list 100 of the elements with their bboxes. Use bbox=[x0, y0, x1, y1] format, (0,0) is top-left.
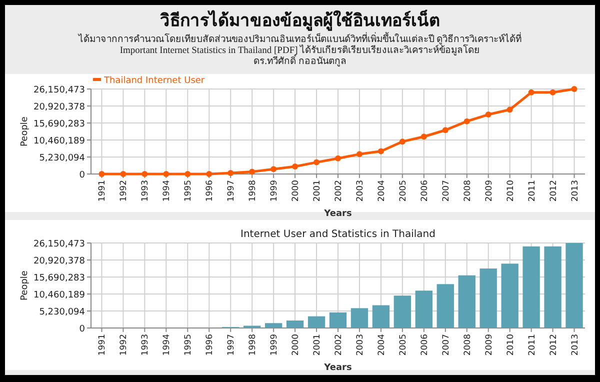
y-tick-label: 15,690,283 bbox=[33, 120, 85, 130]
bar bbox=[522, 246, 540, 328]
x-tick-label: 1992 bbox=[119, 180, 130, 202]
point bbox=[120, 171, 126, 177]
y-tick-label: 0 bbox=[79, 170, 86, 180]
point bbox=[550, 89, 556, 96]
x-tick-label: 1992 bbox=[119, 334, 130, 356]
x-tick-label: 1991 bbox=[98, 180, 108, 202]
point bbox=[292, 164, 298, 170]
point bbox=[270, 166, 277, 172]
bar bbox=[458, 275, 476, 328]
x-tick-label: 2006 bbox=[420, 334, 430, 356]
point bbox=[98, 171, 105, 177]
bar bbox=[308, 316, 326, 328]
x-tick-label: 1996 bbox=[205, 180, 216, 202]
x-tick-label: 2007 bbox=[441, 180, 452, 202]
x-tick-label: 1998 bbox=[248, 180, 258, 202]
point bbox=[399, 138, 406, 145]
point bbox=[506, 106, 513, 113]
x-tick-label: 2008 bbox=[462, 180, 473, 202]
point bbox=[163, 171, 170, 177]
x-tick-label: 1991 bbox=[98, 334, 108, 356]
point bbox=[249, 168, 256, 175]
y-tick-label: 26,150,473 bbox=[33, 86, 85, 96]
x-tick-label: 1994 bbox=[162, 334, 172, 356]
point bbox=[184, 171, 191, 177]
x-tick-label: 2013 bbox=[570, 334, 580, 356]
chart-subtitle: ได้มาจากการคำนวณโดยเทียบสัดส่วนของปริมาณอินเทอร์เน็ตแบนด์วิทที่เพิ่มขึ้นในแต่ละปี ดูวิธีการวิเคราะห์ได้ที่ Important Internet Statistics in Thailand [PDF] ได้รับเกียรติเรียบเรียงและวิเคราะห์ข้อมูลโดย ดร.ทวีศักดิ์ กออนันตกูล bbox=[77, 32, 522, 67]
x-tick-label: 1993 bbox=[140, 334, 151, 356]
x-tick-label: 1999 bbox=[270, 334, 280, 356]
y-axis-title: People bbox=[20, 270, 30, 300]
x-tick-label: 2006 bbox=[420, 180, 430, 202]
point bbox=[228, 170, 234, 176]
x-tick-label: 1999 bbox=[270, 180, 280, 202]
bar bbox=[501, 264, 518, 328]
y-tick-label: 26,150,473 bbox=[33, 240, 85, 250]
bar bbox=[264, 323, 282, 328]
x-tick-label: 2000 bbox=[291, 180, 302, 202]
bar bbox=[544, 246, 562, 328]
y-tick-label: 5,230,094 bbox=[39, 154, 86, 164]
x-tick-label: 2005 bbox=[398, 334, 408, 356]
x-axis-title: Years bbox=[323, 209, 352, 219]
bar bbox=[329, 312, 347, 328]
point bbox=[528, 89, 534, 96]
chart-title: Internet User and Statistics in Thailand bbox=[240, 229, 436, 240]
x-tick-label: 2008 bbox=[462, 334, 473, 356]
x-tick-label: 2010 bbox=[506, 180, 516, 202]
point bbox=[571, 86, 578, 92]
point bbox=[335, 155, 341, 162]
point bbox=[356, 151, 362, 158]
y-tick-label: 15,690,283 bbox=[33, 274, 85, 284]
point bbox=[420, 134, 427, 140]
point bbox=[378, 148, 384, 154]
legend-label: Thailand Internet User bbox=[103, 76, 205, 86]
x-tick-label: 2011 bbox=[527, 180, 538, 202]
y-tick-label: 5,230,094 bbox=[39, 308, 86, 318]
x-tick-label: 1997 bbox=[226, 334, 237, 356]
y-axis-title: People bbox=[20, 116, 30, 146]
x-tick-label: 2002 bbox=[334, 180, 344, 202]
x-tick-label: 2012 bbox=[548, 334, 559, 356]
x-tick-label: 1995 bbox=[184, 334, 194, 356]
x-tick-label: 2011 bbox=[527, 334, 538, 356]
bar bbox=[372, 305, 390, 328]
x-tick-label: 2012 bbox=[548, 180, 559, 202]
x-tick-label: 2003 bbox=[355, 180, 366, 202]
y-tick-label: 10,460,189 bbox=[33, 290, 86, 300]
x-tick-label: 2004 bbox=[376, 334, 387, 356]
x-tick-label: 1993 bbox=[140, 180, 151, 202]
bar bbox=[566, 243, 583, 328]
x-tick-label: 2009 bbox=[484, 334, 494, 356]
x-tick-label: 2009 bbox=[484, 180, 494, 202]
x-tick-label: 2005 bbox=[398, 180, 408, 202]
point bbox=[464, 118, 470, 124]
bar bbox=[286, 320, 304, 328]
point bbox=[485, 112, 492, 118]
point bbox=[206, 171, 212, 177]
x-axis-title: Years bbox=[323, 363, 352, 373]
x-tick-label: 1996 bbox=[205, 334, 216, 356]
point bbox=[442, 127, 448, 134]
y-tick-label: 10,460,189 bbox=[33, 136, 86, 146]
chart-title: วิธีการได้มาของข้อมูลผู้ใช้อินเทอร์เน็ต bbox=[160, 8, 440, 32]
x-tick-label: 2001 bbox=[312, 180, 323, 202]
bar bbox=[436, 284, 454, 328]
x-tick-label: 2002 bbox=[334, 334, 344, 356]
x-tick-label: 2003 bbox=[355, 334, 366, 356]
y-tick-label: 0 bbox=[79, 324, 86, 334]
x-tick-label: 2010 bbox=[506, 334, 516, 356]
x-tick-label: 2004 bbox=[376, 180, 387, 202]
point bbox=[314, 159, 320, 166]
x-tick-label: 2013 bbox=[570, 180, 580, 202]
point bbox=[142, 171, 148, 177]
x-tick-label: 1995 bbox=[184, 180, 194, 202]
x-tick-label: 2001 bbox=[312, 334, 323, 356]
y-tick-label: 20,920,378 bbox=[33, 102, 86, 112]
x-tick-label: 2007 bbox=[441, 334, 452, 356]
x-tick-label: 1997 bbox=[226, 180, 237, 202]
bar bbox=[350, 308, 368, 328]
x-tick-label: 1998 bbox=[248, 334, 258, 356]
bar bbox=[394, 296, 412, 328]
bar bbox=[415, 290, 433, 328]
